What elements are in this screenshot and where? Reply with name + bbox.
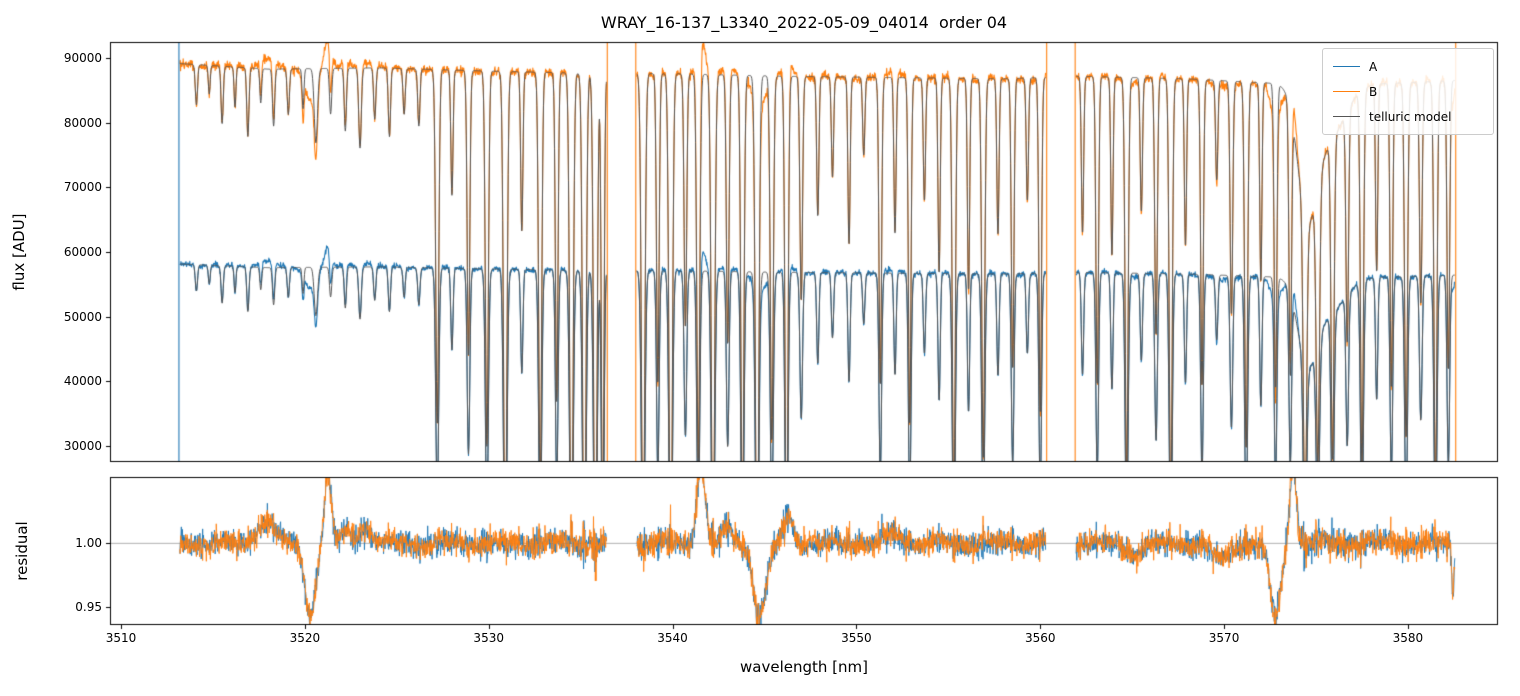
residual-tick-label: 0.95 [75,600,102,615]
x-tick-label: 3550 [841,631,872,645]
legend-line-sample [1333,91,1360,92]
flux-tick-label: 50000 [63,309,102,324]
flux-tick-label: 30000 [63,438,102,453]
residual-axis-label: residual [13,521,31,581]
x-tick-label: 3560 [1024,631,1056,645]
x-tick-label: 3540 [657,631,688,645]
x-tick-label: 3510 [105,631,137,645]
x-tick-label: 3530 [473,631,504,645]
residual-tick-label: 1.00 [75,536,102,551]
flux-tick-label: 60000 [63,245,102,259]
legend-line-sample [1333,66,1360,67]
x-axis-label: wavelength [nm] [740,658,868,676]
flux-axis-label: flux [ADU] [10,213,28,291]
legend-label: telluric model [1369,109,1452,124]
legend-label: A [1369,59,1378,74]
x-tick-label: 3570 [1208,631,1240,645]
legend-item-B: B [1323,79,1493,104]
flux-tick-label: 40000 [63,374,102,389]
legend-item-A: A [1323,54,1493,79]
flux-tick-label: 70000 [63,180,102,195]
legend-label: B [1369,84,1378,99]
flux-tick-label: 80000 [63,115,102,130]
x-tick-label: 3580 [1392,631,1424,645]
legend-item-telluric-model: telluric model [1323,104,1493,129]
flux-tick-label: 90000 [63,51,102,66]
legend-line-sample [1333,116,1360,117]
plot-title: WRAY_16-137_L3340_2022-05-09_04014 order… [600,13,1008,32]
x-tick-label: 3520 [289,631,321,645]
